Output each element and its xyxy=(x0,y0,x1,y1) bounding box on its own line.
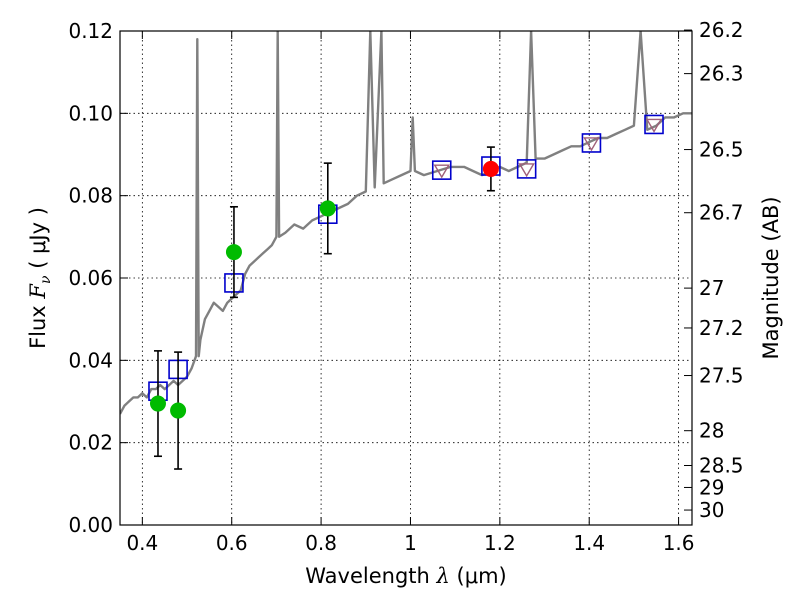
y-tick-label: 0.08 xyxy=(68,184,113,208)
observed-point-marker xyxy=(482,160,499,177)
y-tick-label: 0.10 xyxy=(68,101,113,125)
y2-tick-label: 26.3 xyxy=(699,62,744,86)
y2-tick-label: 27.2 xyxy=(699,316,744,340)
y-tick-label: 0.06 xyxy=(68,266,113,290)
y2-tick-label: 27.5 xyxy=(699,364,744,388)
limit-triangle-marker xyxy=(518,163,535,178)
x-tick-label: 1.4 xyxy=(573,531,605,555)
x-axis-title: Wavelength λ (μm) xyxy=(305,564,506,588)
y2-tick-label: 26.2 xyxy=(699,18,744,42)
x-tick-label: 1.2 xyxy=(484,531,516,555)
y2-axis-title: Magnitude (AB) xyxy=(759,196,783,359)
spectrum-layer xyxy=(120,31,692,415)
x-tick-label: 0.6 xyxy=(216,531,248,555)
limit-triangle-marker xyxy=(645,118,663,133)
observed-point-marker xyxy=(170,402,187,419)
y-tick-label: 0.02 xyxy=(68,431,113,455)
y2-tick-label: 28.5 xyxy=(699,453,744,477)
y2-tick-label: 30 xyxy=(699,498,724,522)
limit-triangle-marker xyxy=(583,137,600,152)
y2-tick-label: 27 xyxy=(699,276,724,300)
model-square-marker xyxy=(644,114,664,135)
grid-lines xyxy=(120,30,692,526)
model-square-marker xyxy=(516,159,537,179)
x-tick-label: 1 xyxy=(404,531,417,555)
y2-tick-label: 26.7 xyxy=(699,201,744,225)
y2-tick-label: 29 xyxy=(699,475,724,499)
x-tick-label: 0.4 xyxy=(126,531,158,555)
x-tick-label: 1.6 xyxy=(663,531,695,555)
limit-triangle-marker xyxy=(433,164,450,179)
y2-tick-label: 26.5 xyxy=(699,138,744,162)
model-square-marker xyxy=(581,133,602,153)
y-tick-label: 0.04 xyxy=(68,348,113,372)
y-tick-label: 0.00 xyxy=(68,513,113,537)
axes-layer: 0.4 0.6 0.8 1 1.2 1.4 1.6 0.00 0.02 0.04 0.06 0.08 0… xyxy=(68,18,743,555)
marker-layer xyxy=(148,114,664,470)
spectrum-line xyxy=(120,31,692,415)
x-tick-label: 0.8 xyxy=(305,531,337,555)
observed-point-marker xyxy=(149,395,166,412)
y2-tick-label: 28 xyxy=(699,419,724,443)
y-tick-label: 0.12 xyxy=(68,19,113,43)
model-square-marker xyxy=(431,160,452,180)
observed-point-marker xyxy=(225,244,242,261)
y-axis-title: Flux Fν ( μJy ) xyxy=(26,207,54,349)
observed-point-marker xyxy=(319,200,336,217)
